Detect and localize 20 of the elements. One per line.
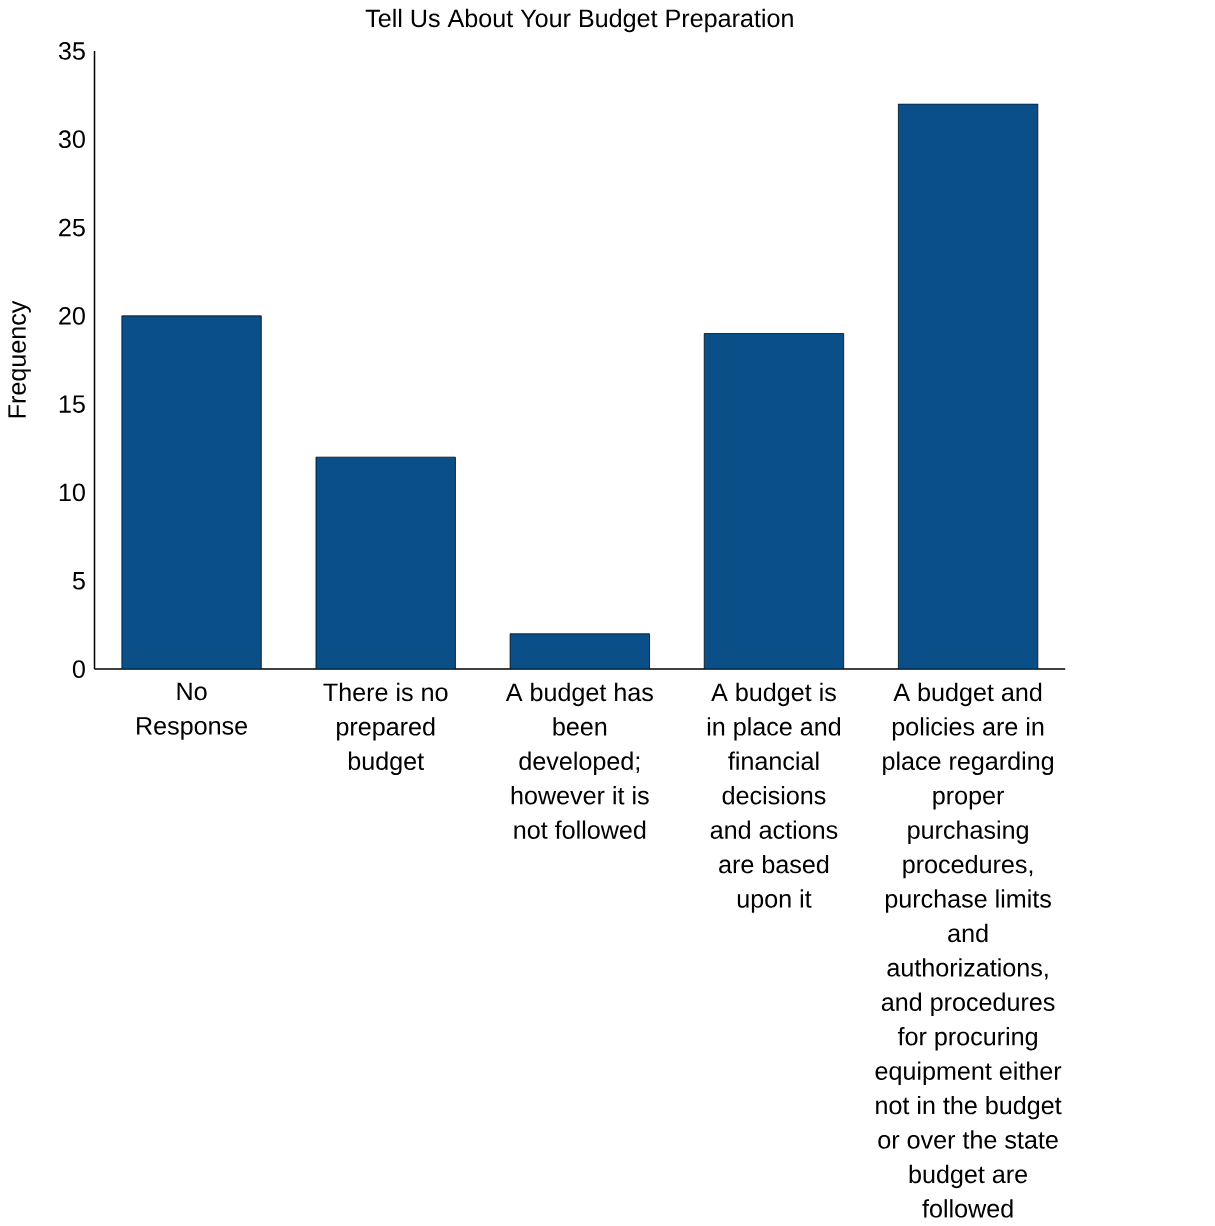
category-label: A budget and policies are in place regarding proper purchasing procedures, purchase limits and authorizations, and procedures for procuring equipment either not in the budget or over the state budget are followed [875,682,1062,1218]
y-tick-label: 20 [59,306,85,325]
y-tick-label: 25 [59,218,85,237]
bar [121,315,262,670]
x-tick-label: No Response [137,682,248,740]
y-tick-label: 10 [59,483,85,502]
bar [509,633,650,670]
bar [897,103,1039,670]
x-tick-label: A budget has been developed; however it is not followed [505,682,653,839]
y-tick-label: 30 [58,130,85,149]
y-tick-label: 0 [72,660,85,678]
x-tick-label: There is no prepared budget [323,682,448,776]
y-tick-label: 35 [58,42,85,60]
y-axis-title: Frequency [8,300,31,418]
y-tick-label: 15 [59,395,85,413]
chart-title: Tell Us About Your Budget Preparation [365,8,793,33]
y-tick-label: 5 [72,572,85,590]
x-tick-label: A budget is in place and financial decisions and actions are based upon it [707,682,841,913]
bar [703,333,845,670]
bar [315,456,456,670]
